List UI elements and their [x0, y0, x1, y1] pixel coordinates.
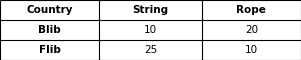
Text: Rope: Rope — [236, 5, 266, 15]
Text: Blib: Blib — [38, 25, 61, 35]
Text: String: String — [132, 5, 169, 15]
Text: 25: 25 — [144, 45, 157, 55]
Text: 20: 20 — [245, 25, 258, 35]
Text: 10: 10 — [245, 45, 258, 55]
Text: Country: Country — [26, 5, 73, 15]
Text: Flib: Flib — [39, 45, 61, 55]
Text: 10: 10 — [144, 25, 157, 35]
